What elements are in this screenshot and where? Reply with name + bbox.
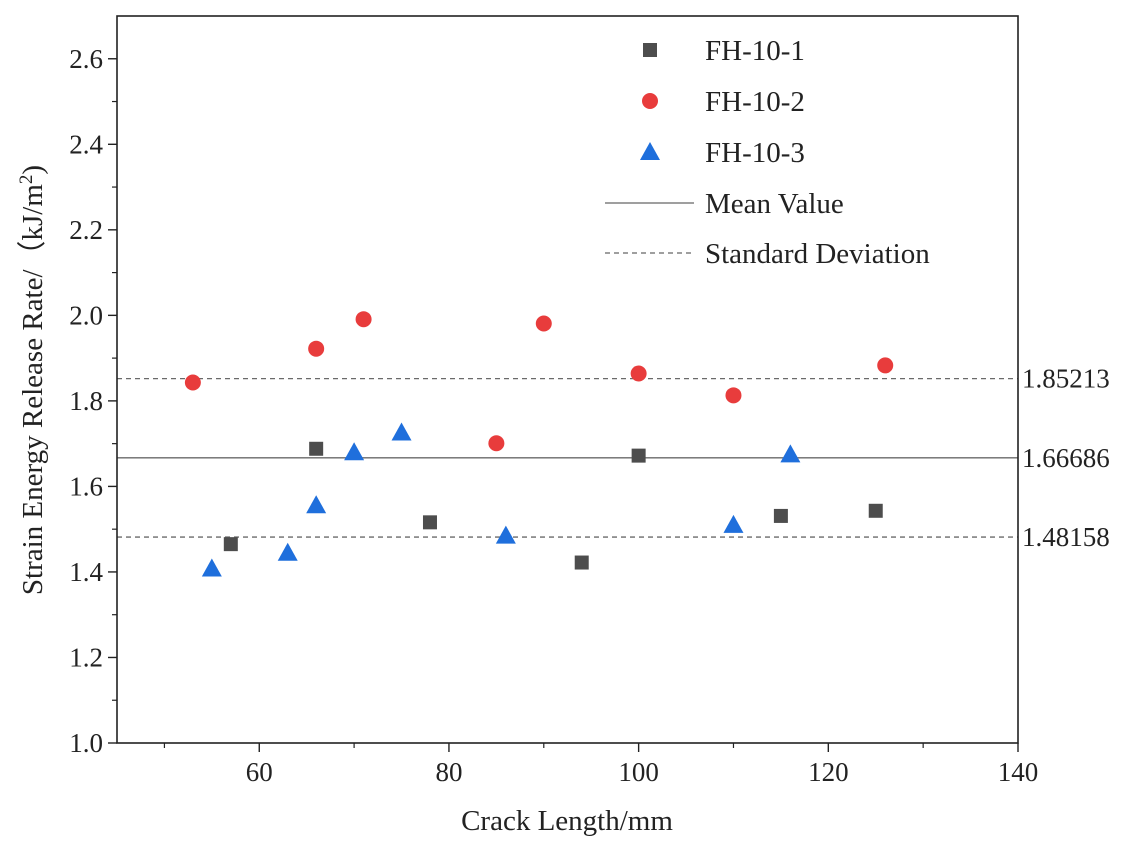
point-fh-10-2-3 [488,435,505,452]
data-points [184,311,894,577]
point-fh-10-1-5 [773,508,788,523]
point-fh-10-3-4 [391,422,412,441]
x-tick-label-100: 100 [618,757,659,787]
point-fh-10-2-0 [184,374,201,391]
point-fh-10-3-7 [780,444,801,463]
point-fh-10-1-1 [309,441,324,456]
x-tick-label-120: 120 [808,757,849,787]
point-fh-10-1-4 [631,448,646,463]
point-fh-10-1-6 [868,503,883,518]
y-axis-title-main: Strain Energy Release Rate/（kJ/m [17,184,49,595]
y-axis-title-superscript: 2 [16,175,37,185]
point-fh-10-3-3 [344,442,365,461]
y-tick-label-0: 1.0 [69,728,103,758]
point-fh-10-3-5 [495,525,516,544]
axes: 60 80 100 120 140 1.0 1.2 1.4 1.6 1.8 2.0 2.2 2.4 2.6 [69,15,1039,787]
point-fh-10-1-0 [223,537,238,552]
legend: FH-10-1 FH-10-2 FH-10-3 Mean Value Standard … [605,35,930,270]
y-axis-title: Strain Energy Release Rate/（kJ/m2) [16,165,49,595]
legend-label-fh-10-2: FH-10-2 [705,86,805,118]
legend-label-fh-10-1: FH-10-1 [705,35,805,67]
point-fh-10-2-1 [308,340,325,357]
point-fh-10-2-4 [535,315,552,332]
point-fh-10-2-2 [355,311,372,328]
x-tick-label-80: 80 [435,757,462,787]
legend-label-standard-deviation: Standard Deviation [705,238,930,270]
legend-label-mean-value: Mean Value [705,188,844,220]
reference-label-0: 1.66686 [1022,443,1110,473]
point-fh-10-3-2 [306,495,327,514]
point-fh-10-2-7 [877,357,894,374]
legend-swatch-fh-10-1 [643,43,657,57]
x-tick-label-140: 140 [998,757,1039,787]
reference-label-2: 1.48158 [1022,522,1110,552]
y-tick-label-7: 2.4 [69,129,103,159]
point-fh-10-3-0 [201,558,222,577]
point-fh-10-3-1 [277,542,298,561]
plot-frame [116,15,1019,744]
y-tick-label-2: 1.4 [69,557,103,587]
x-tick-label-60: 60 [246,757,273,787]
y-tick-label-4: 1.8 [69,386,103,416]
point-fh-10-1-2 [422,515,437,530]
y-tick-label-5: 2.0 [69,300,103,330]
x-axis-title: Crack Length/mm [461,805,673,837]
y-axis-title-close: ) [17,165,49,175]
point-fh-10-2-5 [630,365,647,382]
legend-swatch-fh-10-2 [642,93,658,109]
legend-label-fh-10-3: FH-10-3 [705,137,805,169]
y-tick-label-6: 2.2 [69,215,103,245]
reference-lines: 1.66686 1.85213 1.48158 [117,364,1110,552]
y-tick-label-8: 2.6 [69,44,103,74]
point-fh-10-2-6 [725,387,742,404]
point-fh-10-1-3 [574,555,589,570]
y-tick-label-3: 1.6 [69,471,103,501]
y-tick-label-1: 1.2 [69,642,103,672]
point-fh-10-3-6 [723,514,744,533]
reference-label-1: 1.85213 [1022,364,1110,394]
legend-swatch-fh-10-3 [640,142,660,160]
